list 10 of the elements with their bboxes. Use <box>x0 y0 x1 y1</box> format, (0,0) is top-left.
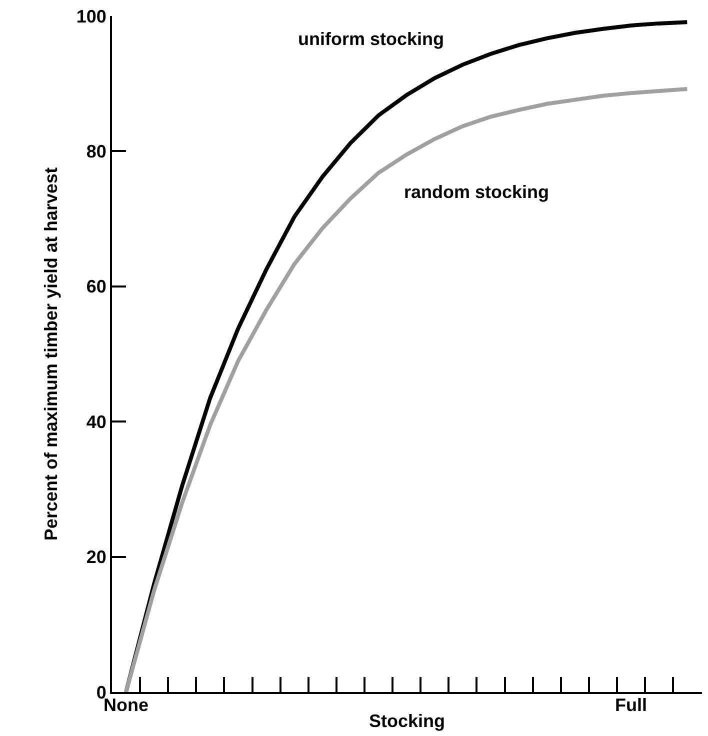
y-tick-label: 100 <box>76 6 106 26</box>
y-tick-label: 40 <box>86 412 106 432</box>
x-tick-label: Full <box>615 695 648 715</box>
x-axis-title: Stocking <box>368 711 446 732</box>
y-tick-label: 20 <box>86 547 106 568</box>
y-axis-title: Percent of maximum timber yield at harvest <box>41 167 62 541</box>
series-label: uniform stocking <box>298 29 444 49</box>
y-tick-label: 80 <box>86 142 106 162</box>
series-label: random stocking <box>404 182 550 202</box>
y-tick-label: 60 <box>86 276 106 297</box>
